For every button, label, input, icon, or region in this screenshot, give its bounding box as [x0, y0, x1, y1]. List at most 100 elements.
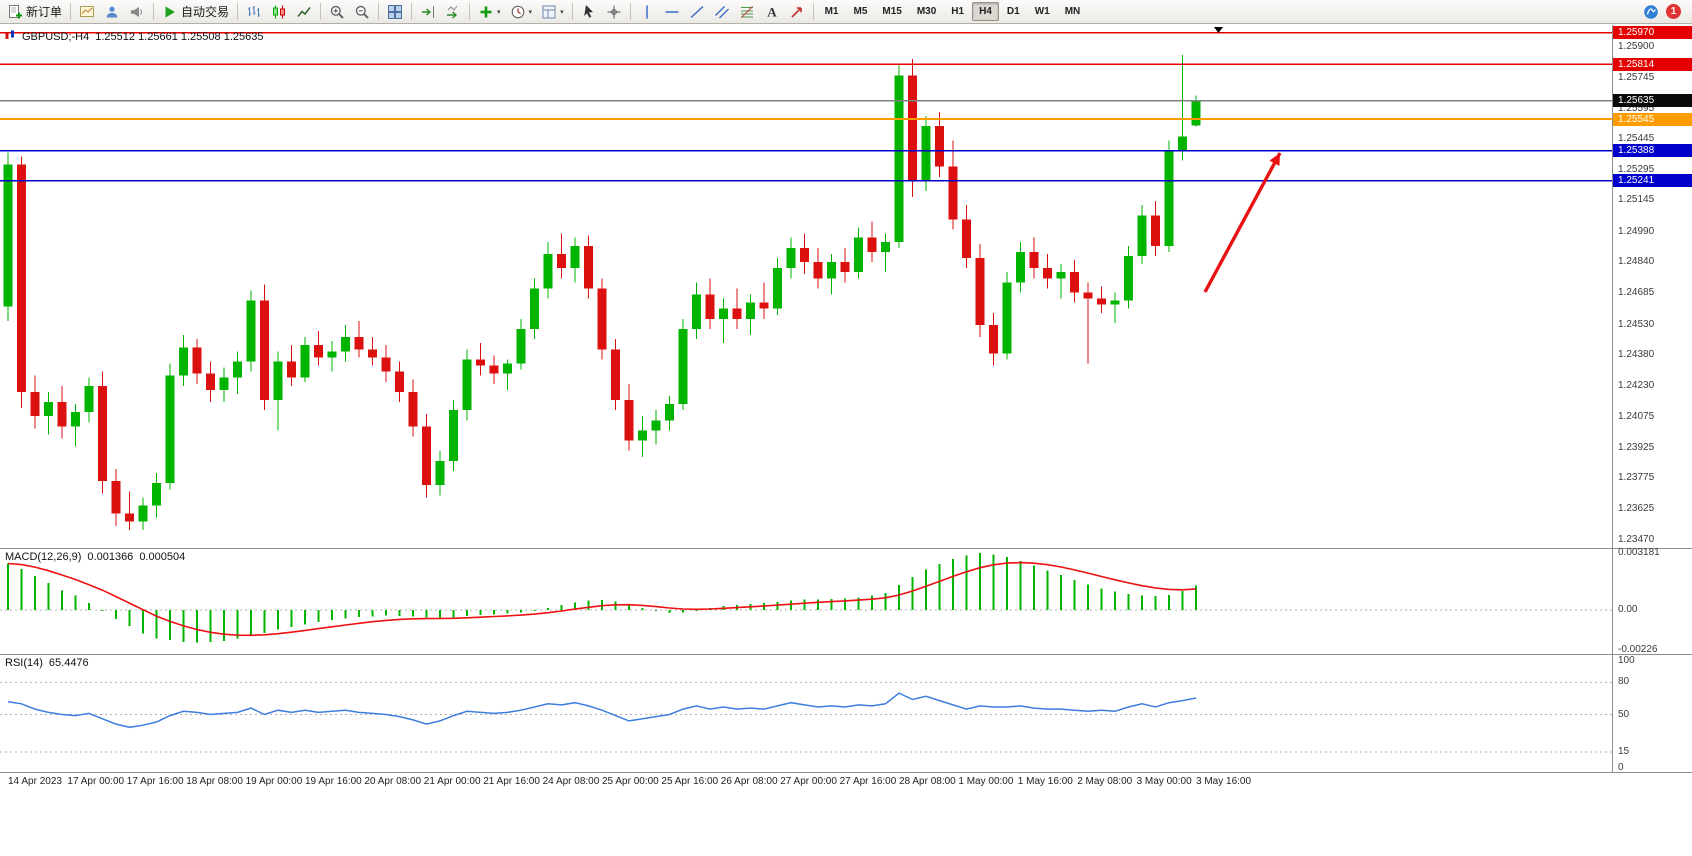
resistance-line-label[interactable]: 1.25814: [1613, 57, 1692, 71]
candlestick-chart-button[interactable]: [267, 0, 291, 24]
channel-button[interactable]: [710, 0, 734, 24]
candle-body: [1124, 255, 1133, 301]
market-watch-icon: [104, 4, 120, 20]
market-watch-button[interactable]: [100, 0, 124, 24]
support-line-lower-label[interactable]: 1.25241: [1613, 174, 1692, 188]
horizontal-line-button[interactable]: [660, 0, 684, 24]
candle-body: [1029, 251, 1039, 269]
candle-body: [894, 75, 904, 242]
candle-body: [260, 300, 269, 401]
crosshair-button[interactable]: [602, 0, 626, 24]
alerts-icon: [129, 4, 145, 20]
pivot-line-label[interactable]: 1.25545: [1613, 112, 1692, 126]
time-tick-label: 27 Apr 16:00: [839, 776, 897, 787]
bar-chart-button[interactable]: [242, 0, 266, 24]
text-button[interactable]: A: [760, 0, 784, 24]
toolbar: 新订单 自动交易 ▾ ▾ ▾ A M1 M5 M15 M30 H1 H4 D1 W1 MN 1: [0, 0, 1692, 24]
candle-body: [827, 262, 836, 279]
support-line-upper-label[interactable]: 1.25388: [1613, 144, 1692, 158]
tile-windows-button[interactable]: [383, 0, 407, 24]
time-tick-label: 25 Apr 00:00: [602, 776, 659, 787]
zoom-out-icon: [354, 4, 370, 20]
time-tick-label: 19 Apr 16:00: [305, 776, 362, 787]
resistance-line-upper-label[interactable]: 1.25970: [1613, 26, 1692, 40]
candle-body: [462, 359, 472, 411]
cursor-button[interactable]: [577, 0, 601, 24]
new-order-icon: [7, 4, 23, 20]
trendline-button[interactable]: [685, 0, 709, 24]
toolbar-separator: [812, 3, 814, 20]
candle-body: [962, 219, 971, 258]
candle-body: [732, 308, 742, 319]
indicators-button[interactable]: ▾: [474, 0, 505, 24]
macd-histogram: [6, 553, 1198, 643]
notifications-badge[interactable]: 1: [1666, 4, 1681, 19]
price-tick-label: 1.25295: [1618, 163, 1655, 175]
zoom-in-button[interactable]: [325, 0, 349, 24]
candle-body: [422, 426, 431, 486]
charts-profile-button[interactable]: [75, 0, 99, 24]
arrows-button[interactable]: [785, 0, 809, 24]
candle-body: [530, 288, 539, 330]
line-chart-button[interactable]: [292, 0, 316, 24]
timeframe-w1-button[interactable]: W1: [1034, 6, 1050, 17]
timeframe-m1-button[interactable]: M1: [824, 6, 839, 17]
time-tick-label: 19 Apr 00:00: [245, 776, 303, 787]
zoom-in-icon: [329, 4, 345, 20]
rsi-tick-label: 100: [1618, 655, 1635, 666]
zoom-out-button[interactable]: [350, 0, 374, 24]
timeframe-h4-button[interactable]: H4: [972, 2, 999, 21]
candle-body: [125, 513, 134, 522]
time-tick-label: 26 Apr 08:00: [720, 776, 778, 787]
candle-body: [1164, 150, 1174, 246]
toolbar-separator: [153, 3, 155, 20]
candle-body: [98, 385, 107, 482]
candle-body: [1002, 282, 1012, 354]
time-tick-label: 25 Apr 16:00: [661, 776, 719, 787]
candle-body: [516, 329, 526, 364]
timeframe-h1-button[interactable]: H1: [951, 6, 965, 17]
periods-icon: [510, 4, 526, 20]
chevron-down-icon: ▾: [560, 8, 564, 16]
chart-symbol: GBPUSD;-H4: [22, 31, 90, 43]
auto-scroll-button[interactable]: [441, 0, 465, 24]
candle-body: [17, 164, 26, 392]
fibonacci-button[interactable]: [735, 0, 759, 24]
candle-body: [1056, 272, 1066, 279]
timeframe-m30-button[interactable]: M30: [916, 6, 937, 17]
time-tick-label: 20 Apr 08:00: [364, 776, 422, 787]
candle-body: [152, 483, 161, 506]
chevron-down-icon: ▾: [528, 8, 533, 16]
timeframe-mn-button[interactable]: MN: [1064, 6, 1081, 17]
community-button[interactable]: [1639, 0, 1663, 24]
templates-button[interactable]: ▾: [537, 0, 568, 24]
autotrading-icon: [162, 4, 178, 20]
timeframe-d1-button[interactable]: D1: [1006, 6, 1020, 17]
new-order-button[interactable]: 新订单: [3, 0, 66, 24]
candle-body: [206, 373, 215, 390]
candle-body: [881, 241, 890, 252]
toolbar-separator: [378, 3, 380, 20]
periods-button[interactable]: ▾: [506, 0, 537, 24]
candle-body: [1137, 215, 1147, 256]
timeframe-m15-button[interactable]: M15: [882, 6, 902, 17]
fibonacci-icon: [739, 4, 755, 20]
current-price-line-label[interactable]: 1.25635: [1613, 94, 1692, 108]
price-tick-label: 1.23775: [1618, 472, 1655, 484]
rsi-tick-label: 50: [1618, 708, 1630, 720]
chart-shift-button[interactable]: [416, 0, 440, 24]
candles-series: [3, 55, 1201, 530]
alerts-button[interactable]: [125, 0, 149, 24]
timeframe-m5-button[interactable]: M5: [853, 6, 868, 17]
time-tick-label: 24 Apr 08:00: [542, 776, 600, 787]
vertical-line-button[interactable]: [635, 0, 659, 24]
toolbar-separator: [237, 3, 239, 20]
time-tick-label: 14 Apr 2023: [8, 776, 62, 787]
candle-body: [1097, 298, 1106, 305]
autotrading-button[interactable]: 自动交易: [158, 0, 233, 24]
price-tick-label: 1.24230: [1618, 379, 1655, 391]
charts-profile-icon: [79, 4, 95, 20]
chart-canvas[interactable]: [0, 25, 1692, 791]
trend-arrow[interactable]: [1203, 152, 1282, 293]
candle-body: [813, 262, 823, 279]
